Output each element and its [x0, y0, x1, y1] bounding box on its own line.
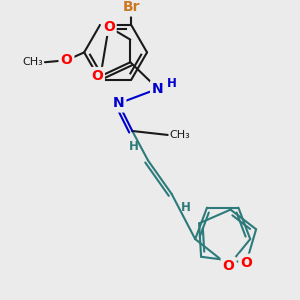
Text: CH₃: CH₃ [170, 130, 190, 140]
Text: H: H [180, 201, 190, 214]
Text: O: O [103, 20, 115, 34]
Text: H: H [129, 140, 139, 153]
Text: N: N [113, 97, 124, 110]
Text: O: O [91, 69, 103, 83]
Text: O: O [240, 256, 252, 270]
Text: H: H [167, 77, 177, 90]
Text: Br: Br [123, 1, 140, 14]
Text: N: N [152, 82, 164, 96]
Text: O: O [61, 53, 72, 67]
Text: CH₃: CH₃ [22, 57, 43, 67]
Text: O: O [223, 259, 235, 273]
